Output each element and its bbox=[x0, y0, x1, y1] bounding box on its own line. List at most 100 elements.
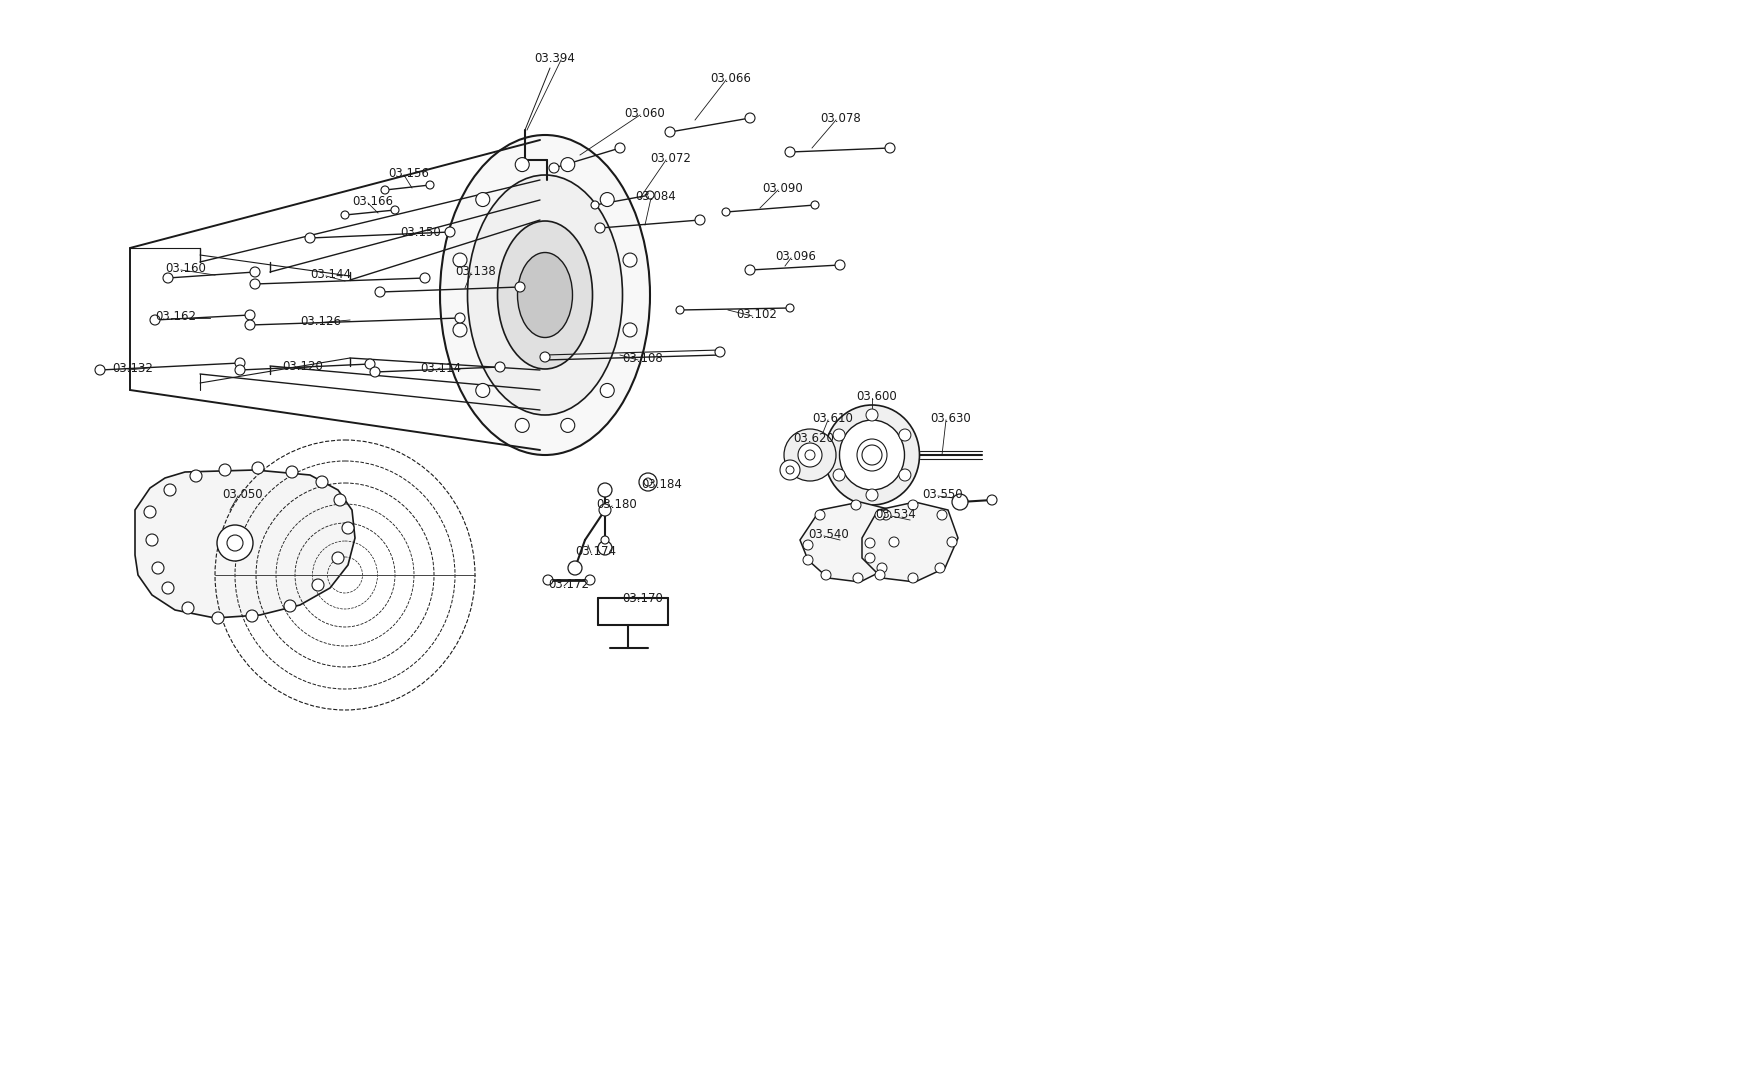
Circle shape bbox=[899, 429, 911, 441]
Circle shape bbox=[908, 500, 918, 510]
Circle shape bbox=[643, 478, 652, 486]
Circle shape bbox=[638, 473, 657, 491]
Circle shape bbox=[391, 207, 398, 214]
Circle shape bbox=[475, 193, 489, 207]
Circle shape bbox=[343, 522, 353, 534]
Circle shape bbox=[866, 489, 878, 501]
Circle shape bbox=[96, 365, 104, 374]
Text: 03.184: 03.184 bbox=[640, 478, 682, 491]
Circle shape bbox=[452, 323, 466, 337]
Circle shape bbox=[908, 574, 918, 583]
Circle shape bbox=[235, 358, 245, 368]
Text: 03.160: 03.160 bbox=[165, 262, 205, 275]
Polygon shape bbox=[136, 470, 355, 618]
Circle shape bbox=[798, 443, 821, 467]
Text: 03.120: 03.120 bbox=[282, 360, 323, 373]
Circle shape bbox=[600, 383, 614, 397]
Text: 03.144: 03.144 bbox=[310, 268, 351, 281]
Circle shape bbox=[946, 537, 956, 547]
Ellipse shape bbox=[468, 175, 623, 415]
Circle shape bbox=[381, 186, 390, 194]
Circle shape bbox=[835, 260, 845, 270]
Circle shape bbox=[598, 504, 610, 516]
Polygon shape bbox=[861, 502, 958, 582]
Text: 03.132: 03.132 bbox=[111, 362, 153, 374]
Text: 03.394: 03.394 bbox=[534, 52, 574, 65]
Circle shape bbox=[543, 575, 553, 585]
Ellipse shape bbox=[838, 421, 904, 490]
Circle shape bbox=[864, 538, 875, 548]
Circle shape bbox=[539, 352, 550, 362]
Text: 03.150: 03.150 bbox=[400, 226, 440, 239]
Circle shape bbox=[376, 287, 384, 297]
Circle shape bbox=[419, 273, 430, 282]
Circle shape bbox=[786, 467, 793, 474]
Circle shape bbox=[889, 537, 899, 547]
Text: 03.166: 03.166 bbox=[351, 195, 393, 208]
Circle shape bbox=[515, 157, 529, 171]
Circle shape bbox=[163, 273, 172, 282]
Circle shape bbox=[598, 541, 612, 555]
Circle shape bbox=[316, 476, 329, 488]
Circle shape bbox=[784, 429, 835, 482]
Circle shape bbox=[151, 562, 163, 574]
Text: 03.114: 03.114 bbox=[419, 362, 461, 374]
Circle shape bbox=[245, 610, 257, 622]
Text: 03.174: 03.174 bbox=[574, 545, 616, 557]
Circle shape bbox=[226, 535, 243, 551]
Circle shape bbox=[584, 575, 595, 585]
Circle shape bbox=[150, 315, 160, 325]
Text: 03.084: 03.084 bbox=[635, 190, 675, 203]
Circle shape bbox=[250, 268, 259, 277]
Circle shape bbox=[332, 552, 344, 564]
Text: 03.162: 03.162 bbox=[155, 310, 197, 323]
Circle shape bbox=[600, 536, 609, 544]
Circle shape bbox=[252, 462, 264, 474]
Circle shape bbox=[833, 429, 845, 441]
Circle shape bbox=[595, 223, 605, 233]
Ellipse shape bbox=[440, 135, 650, 455]
Circle shape bbox=[861, 445, 882, 465]
Circle shape bbox=[779, 460, 800, 480]
Circle shape bbox=[365, 360, 376, 369]
Circle shape bbox=[885, 143, 894, 153]
Text: 03.550: 03.550 bbox=[922, 488, 962, 501]
Circle shape bbox=[805, 450, 814, 460]
Circle shape bbox=[591, 201, 598, 209]
Circle shape bbox=[452, 254, 466, 268]
Polygon shape bbox=[800, 502, 899, 582]
Text: 03.102: 03.102 bbox=[736, 308, 776, 321]
Circle shape bbox=[550, 163, 558, 173]
Ellipse shape bbox=[824, 406, 918, 505]
Circle shape bbox=[810, 201, 819, 209]
Circle shape bbox=[623, 254, 636, 268]
Circle shape bbox=[163, 484, 176, 496]
Ellipse shape bbox=[516, 253, 572, 337]
Circle shape bbox=[245, 320, 256, 330]
Text: 03.072: 03.072 bbox=[650, 152, 690, 165]
Circle shape bbox=[560, 418, 574, 432]
Text: 03.610: 03.610 bbox=[812, 412, 852, 425]
Circle shape bbox=[235, 365, 245, 374]
Circle shape bbox=[664, 127, 675, 137]
Circle shape bbox=[515, 282, 525, 292]
Circle shape bbox=[183, 602, 193, 614]
Circle shape bbox=[852, 574, 863, 583]
Text: 03.126: 03.126 bbox=[299, 315, 341, 328]
Circle shape bbox=[515, 418, 529, 432]
Circle shape bbox=[598, 483, 612, 496]
Text: 03.096: 03.096 bbox=[774, 250, 816, 263]
Circle shape bbox=[494, 362, 504, 372]
Circle shape bbox=[341, 211, 350, 219]
Circle shape bbox=[814, 510, 824, 520]
Circle shape bbox=[694, 215, 704, 225]
Circle shape bbox=[645, 192, 654, 199]
Circle shape bbox=[875, 510, 885, 520]
Circle shape bbox=[370, 367, 379, 377]
Circle shape bbox=[311, 579, 323, 591]
Circle shape bbox=[676, 306, 683, 314]
Circle shape bbox=[821, 570, 831, 580]
Text: 03.156: 03.156 bbox=[388, 167, 428, 180]
Circle shape bbox=[567, 561, 581, 575]
Circle shape bbox=[951, 494, 967, 510]
